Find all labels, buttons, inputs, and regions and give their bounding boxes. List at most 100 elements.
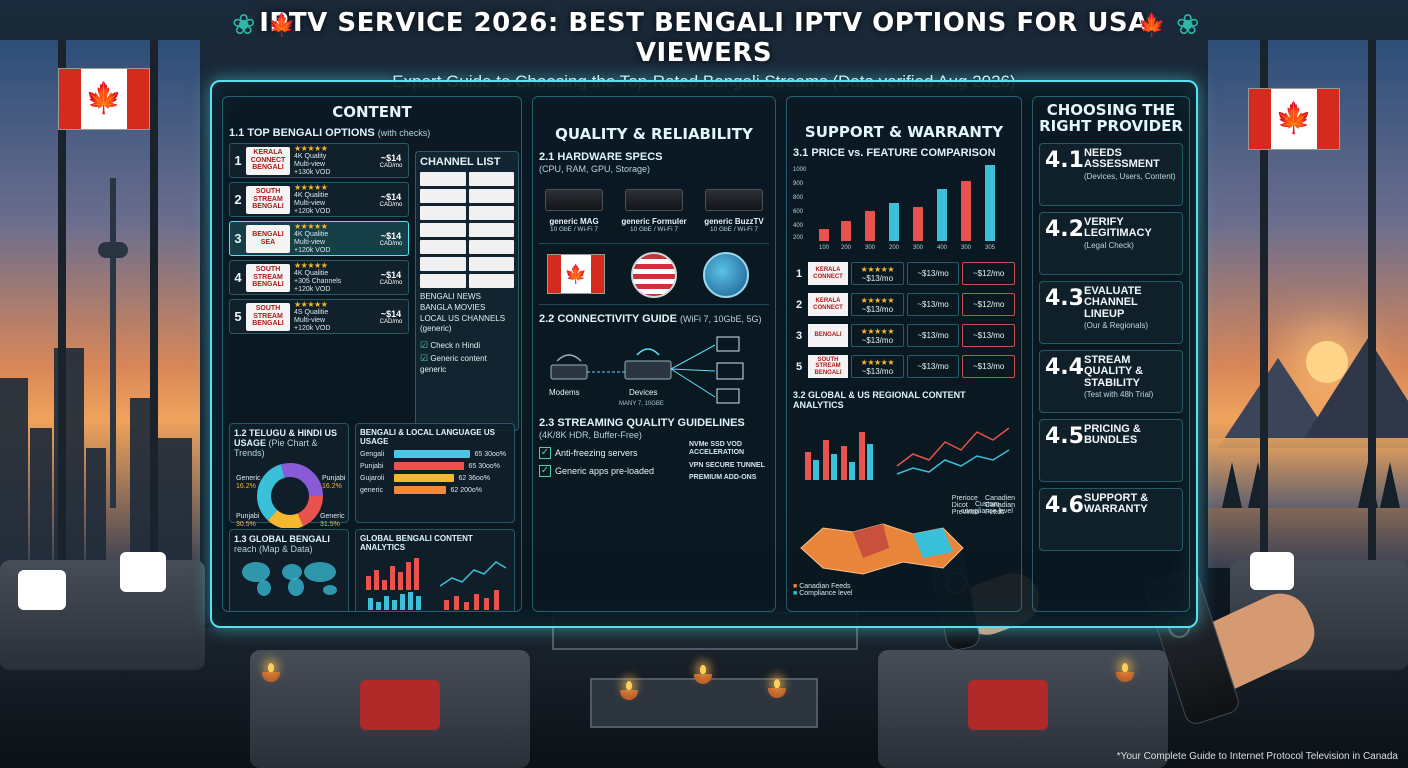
provider-step[interactable]: 4.6 SUPPORT & WARRANTY	[1039, 487, 1183, 551]
maple-leaf-icon: 🍁	[1138, 12, 1166, 37]
comparison-cell: ~$13/mo	[906, 293, 960, 316]
quality-panel: QUALITY & RELIABILITY 2.1 HARDWARE SPECS…	[532, 96, 776, 612]
diya-candle	[1116, 663, 1134, 682]
feature-tag: NVMe SSD VOD ACCELERATION	[689, 441, 745, 457]
content-panel: CONTENT 1.1 TOP BENGALI OPTIONS (with ch…	[222, 96, 522, 612]
section-3-2-label: 3.2 GLOBAL & US REGIONAL CONTENT ANALYTI…	[793, 390, 966, 410]
section-1-2-label: 1.2 TELUGU & HINDI US USAGE (Pie Chart &…	[234, 428, 338, 458]
channel-logo	[468, 240, 514, 254]
svg-text:600: 600	[793, 209, 804, 215]
world-globe-icon	[703, 252, 749, 298]
checkbox-icon: ☑	[420, 352, 429, 363]
option-price: ~$14 CAD/mo	[379, 308, 403, 325]
check-icon: ✓	[539, 447, 551, 459]
provider-step[interactable]: 4.4 STREAM QUALITY & STABILITY (Test with …	[1039, 349, 1183, 413]
channel-logo	[468, 257, 514, 271]
provider-step[interactable]: 4.3 EVALUATE CHANNEL LINEUP (Our & Regiona…	[1039, 280, 1183, 344]
usage-row: Gengali 65 30oo%	[360, 450, 506, 458]
price-comparison-table: 1 KERALA CONNECT ★★★★★ ~$13/mo ~$13/mo ~$12/m…	[793, 260, 1016, 380]
channel-logo	[420, 240, 466, 254]
comparison-cell: ★★★★★ ~$13/mo	[851, 324, 904, 347]
option-price: ~$14 CAD/mo	[379, 269, 403, 286]
comparison-cell: ~$12/mo	[962, 293, 1016, 316]
channel-check: Generic content generic	[420, 353, 487, 374]
channel-check: Check n Hindi	[430, 341, 481, 351]
pie-slice	[257, 463, 323, 529]
step-number: 4.4	[1045, 354, 1084, 380]
pie-label: Punjabi	[236, 513, 260, 520]
channel-logo	[468, 274, 514, 288]
rating-stars: ★★★★★	[294, 299, 328, 309]
channel-logo	[468, 206, 514, 220]
diya-candle	[694, 665, 712, 684]
option-features: ★★★★★ 4K Qualitie Multi-view +120k VOD	[290, 183, 374, 216]
pie-value: 16.2%	[236, 483, 256, 490]
svg-text:300: 300	[865, 245, 876, 251]
devices-sub-label: MANY 7, 10GBE	[619, 401, 664, 407]
comparison-row[interactable]: 1 KERALA CONNECT ★★★★★ ~$13/mo ~$13/mo ~$12/m…	[793, 260, 1016, 287]
comparison-cell: ~$13/mo	[906, 324, 960, 347]
feature-tag: PREMIUM ADD-ONS	[689, 474, 757, 482]
provider-logo: KERALA CONNECT	[808, 293, 848, 316]
section-2-2-label: 2.2 CONNECTIVITY GUIDE (WiFi 7, 10GbE, 5…	[539, 313, 762, 325]
step-text: EVALUATE CHANNEL LINEUP (Our & Regionals)	[1083, 284, 1149, 331]
svg-text:800: 800	[793, 195, 804, 201]
canada-regional-map	[800, 523, 964, 575]
svg-text:200: 200	[793, 235, 804, 241]
bengali-option-row[interactable]: 4 SOUTH STREAM BENGALI ★★★★★ 4K Qualitie +30…	[229, 260, 409, 295]
svg-text:1000: 1000	[793, 167, 807, 173]
world-map	[242, 562, 337, 596]
step-number: 4.2	[1045, 216, 1084, 242]
content-panel-title: CONTENT	[332, 103, 412, 121]
channel-logo	[468, 223, 514, 237]
feature-tag: VPN SECURE TUNNEL	[689, 461, 765, 469]
channel-logo	[468, 189, 514, 203]
hardware-box-row: generic MAG 10 GbE / Wi-Fi 7 generic Form…	[539, 189, 769, 233]
pillow-canada	[18, 570, 66, 610]
usage-row: Gujaroli 62 36oo%	[360, 474, 490, 482]
svg-text:305: 305	[985, 245, 996, 251]
bengali-option-row[interactable]: 2 SOUTH STREAM BENGALI ★★★★★ 4K Qualitie Mul…	[229, 182, 409, 217]
provider-step[interactable]: 4.5 PRICING & BUNDLES	[1039, 418, 1183, 482]
pie-value: 30.5%	[236, 521, 256, 528]
canada-flag-left: 🍁	[58, 68, 150, 130]
channel-category: BENGALI NEWS	[420, 292, 481, 301]
option-rank: 3	[234, 231, 242, 246]
global-reach-card: 1.3 GLOBAL BENGALI reach (Map & Data)	[229, 529, 349, 611]
guideline-item: ✓ Generic apps pre-loaded	[539, 465, 655, 477]
analytics-mini-charts	[366, 558, 507, 610]
channel-logo	[420, 257, 466, 271]
rating-stars: ★★★★★	[294, 221, 328, 231]
channel-list-label: CHANNEL LIST	[420, 156, 501, 168]
holographic-screen: CONTENT 1.1 TOP BENGALI OPTIONS (with ch…	[210, 80, 1198, 628]
comparison-row[interactable]: 5 SOUTH STREAM BENGALI ★★★★★ ~$13/mo ~$13/mo…	[793, 353, 1016, 380]
comparison-cell: ~$13/mo	[906, 355, 960, 378]
provider-logo: SOUTH STREAM BENGALI	[808, 355, 848, 378]
pillow-red	[360, 680, 440, 730]
provider-logo: SOUTH STREAM BENGALI	[246, 302, 290, 331]
comparison-rank: 3	[795, 329, 803, 342]
provider-logo: BENGALI	[808, 324, 848, 347]
peacock-icon: ❀	[1176, 9, 1200, 40]
provider-step[interactable]: 4.1 NEEDS ASSESSMENT (Devices, Users, Cont…	[1039, 142, 1183, 206]
bengali-option-row[interactable]: 5 SOUTH STREAM BENGALI ★★★★★ 4S Qualitie Mul…	[229, 299, 409, 334]
rating-stars: ★★★★★	[294, 260, 328, 270]
diya-candle	[620, 681, 638, 700]
bengali-option-row[interactable]: 1 KERALA CONNECT BENGALI ★★★★★ 4K Quality Mu…	[229, 143, 409, 178]
rating-stars: ★★★★★	[294, 143, 328, 153]
pie-value: 16.2%	[322, 483, 342, 490]
provider-panel-title: CHOOSING THE RIGHT PROVIDER	[1039, 101, 1183, 135]
provider-step[interactable]: 4.2 VERIFY LEGITIMACY (Legal Check)	[1039, 211, 1183, 275]
usage-row: Punjabi 65 30oo%	[360, 462, 500, 470]
pillow-canada	[1250, 552, 1294, 590]
svg-text:100: 100	[819, 245, 830, 251]
comparison-row[interactable]: 2 KERALA CONNECT ★★★★★ ~$13/mo ~$13/mo ~$12/m…	[793, 291, 1016, 318]
option-features: ★★★★★ 4S Qualitie Multi-view +120k VOD	[290, 300, 374, 333]
bengali-option-row[interactable]: 3 BENGALI SEA ★★★★★ 4K Qualitie Multi-view +1…	[229, 221, 409, 256]
section-2-3-label: 2.3 STREAMING QUALITY GUIDELINES (4K/8K H…	[539, 417, 745, 440]
pillow-red	[968, 680, 1048, 730]
map-legend: ■ Canadian Feeds ■ Compliance level	[793, 583, 853, 597]
comparison-row[interactable]: 3 BENGALI ★★★★★ ~$13/mo ~$13/mo ~$13/mo	[793, 322, 1016, 349]
option-features: ★★★★★ 4K Quality Multi-view +130k VOD	[290, 144, 374, 177]
